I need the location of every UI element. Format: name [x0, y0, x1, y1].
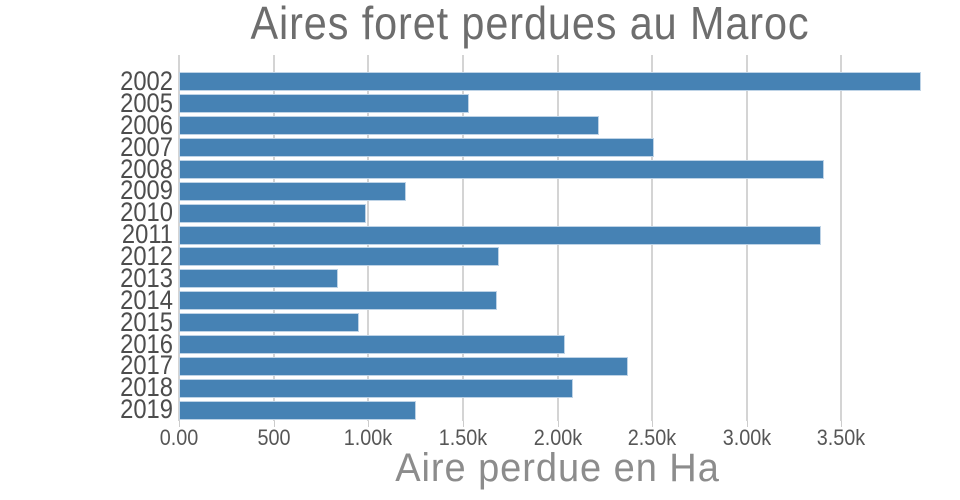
x-axis-tick-label: 0.00 [159, 425, 199, 450]
x-axis: 0.00 500 1.00k 1.50k 2.00k 2.50k 3.00k 3.50k [0, 421, 960, 457]
bar-2015 [179, 313, 359, 333]
y-axis-label-2009: 2009 [120, 175, 173, 206]
y-axis-label-2012: 2012 [120, 241, 173, 271]
y-axis-label-2011: 2011 [121, 219, 173, 250]
x-tick-mark [557, 421, 559, 427]
x-tick-mark [273, 421, 275, 427]
bar-2019 [179, 400, 416, 420]
x-axis-tick-label: 2.00k [533, 425, 582, 450]
y-axis-label-2018: 2018 [120, 372, 173, 403]
plot-area [178, 55, 936, 421]
y-axis: 2002 2005 2006 2007 2008 2009 2010 2011 2012 2013… [0, 55, 173, 425]
x-tick-mark [179, 421, 180, 427]
y-axis-label-2013: 2013 [120, 262, 173, 293]
x-axis-tick-label: 500 [257, 425, 291, 450]
bar-2005 [179, 94, 469, 114]
bar-2018 [179, 378, 573, 398]
y-axis-label-2006: 2006 [120, 109, 173, 140]
y-axis-label-2007: 2007 [120, 131, 173, 162]
y-axis-label-2019: 2019 [120, 394, 173, 425]
bar-2011 [179, 225, 821, 245]
x-axis-title: Aire perdue en Ha [395, 446, 720, 490]
y-axis-label-2014: 2014 [120, 284, 173, 315]
bar-2012 [179, 247, 499, 267]
bar-2008 [179, 159, 825, 179]
x-axis-tick-label: 3.00k [722, 425, 771, 450]
bar-2013 [179, 269, 338, 289]
y-axis-label-2005: 2005 [120, 87, 173, 118]
bar-2006 [179, 116, 600, 136]
x-tick-mark [652, 421, 654, 427]
x-axis-tick-label: 1.00k [344, 425, 393, 450]
gridline [840, 55, 843, 421]
x-tick-mark [841, 421, 843, 427]
x-tick-mark [746, 421, 748, 427]
bar-2014 [179, 291, 497, 311]
bar-2002 [179, 72, 921, 92]
x-tick-mark [368, 421, 370, 427]
bar-2017 [179, 356, 628, 376]
chart-title: Aires foret perdues au Maroc [250, 0, 810, 49]
x-tick-mark [462, 421, 464, 427]
y-axis-label-2015: 2015 [120, 306, 173, 337]
y-axis-label-2017: 2017 [120, 350, 173, 381]
y-axis-label-2002: 2002 [120, 66, 173, 96]
bar-2009 [179, 181, 407, 201]
bar-2007 [179, 138, 655, 158]
bar-2016 [179, 334, 566, 354]
bar-2010 [179, 203, 367, 223]
y-axis-label-2008: 2008 [120, 153, 173, 184]
y-axis-label-2016: 2016 [120, 328, 173, 359]
y-axis-label-2010: 2010 [120, 197, 173, 228]
x-axis-tick-label: 3.50k [817, 425, 866, 450]
x-axis-tick-label: 1.50k [438, 425, 488, 450]
x-axis-tick-label: 2.50k [627, 425, 677, 450]
